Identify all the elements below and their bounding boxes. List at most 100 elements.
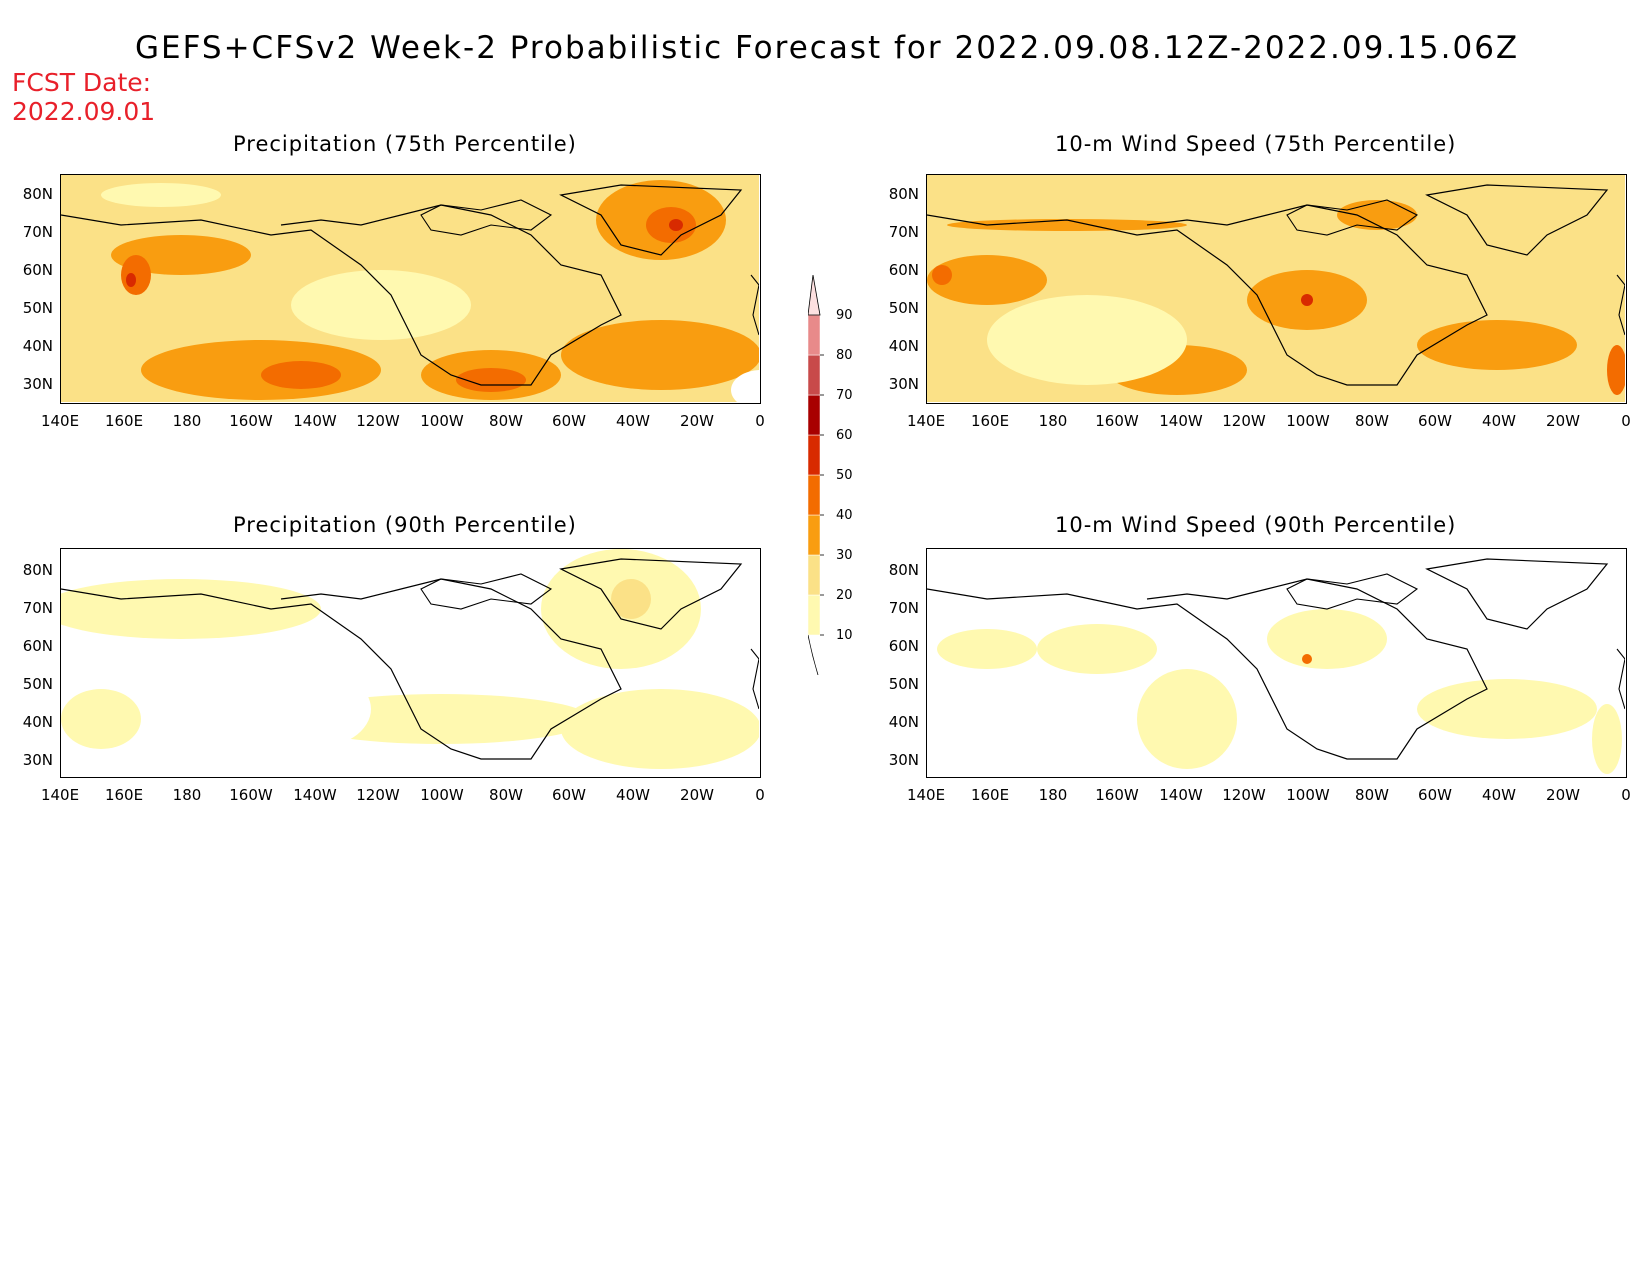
lon-tick: 20W	[1546, 786, 1580, 804]
lat-tick: 40N	[888, 713, 919, 731]
lat-tick: 50N	[888, 675, 919, 693]
lat-tick: 30N	[22, 751, 53, 769]
lon-tick: 180	[172, 412, 202, 430]
lon-tick: 20W	[680, 412, 714, 430]
main-title: GEFS+CFSv2 Week-2 Probabilistic Forecast…	[135, 30, 1520, 66]
lon-tick: 120W	[1222, 412, 1266, 430]
lat-tick: 70N	[22, 599, 53, 617]
lon-tick: 140E	[40, 412, 80, 430]
colorbar-bottom-arrow	[808, 634, 819, 675]
lon-tick: 100W	[1286, 786, 1330, 804]
lon-tick: 60W	[1418, 412, 1452, 430]
lat-tick: 30N	[22, 375, 53, 393]
lat-tick: 60N	[888, 261, 919, 279]
lat-tick: 60N	[22, 637, 53, 655]
lon-tick: 0	[755, 412, 765, 430]
lon-tick: 20W	[680, 786, 714, 804]
colorbar-label: 10	[836, 628, 853, 643]
colorbar-swatch	[808, 314, 821, 356]
lon-tick: 0	[755, 786, 765, 804]
lon-tick: 180	[1038, 786, 1068, 804]
lon-tick: 140W	[1159, 412, 1203, 430]
lon-tick: 180	[1038, 412, 1068, 430]
lon-tick: 80W	[1355, 412, 1389, 430]
panel-title-wind-90: 10-m Wind Speed (90th Percentile)	[1055, 513, 1457, 537]
colorbar-swatch	[808, 514, 821, 556]
map-wind-75	[926, 174, 1627, 404]
lon-tick: 160E	[970, 786, 1010, 804]
map-wind-90	[926, 548, 1627, 778]
lon-tick: 80W	[489, 412, 523, 430]
colorbar-label: 80	[836, 348, 853, 363]
lat-tick: 30N	[888, 375, 919, 393]
lon-tick: 80W	[489, 786, 523, 804]
colorbar-swatch	[808, 554, 821, 596]
lat-tick: 60N	[22, 261, 53, 279]
lon-tick: 120W	[1222, 786, 1266, 804]
lon-tick: 20W	[1546, 412, 1580, 430]
panel-title-precip-90: Precipitation (90th Percentile)	[233, 513, 577, 537]
forecast-date-label: FCST Date:	[12, 68, 152, 97]
lat-tick: 40N	[22, 337, 53, 355]
colorbar-label: 60	[836, 428, 853, 443]
lon-tick: 0	[1621, 786, 1631, 804]
lon-tick: 160W	[229, 786, 273, 804]
lat-tick: 70N	[888, 223, 919, 241]
lon-tick: 60W	[1418, 786, 1452, 804]
lon-tick: 100W	[420, 412, 464, 430]
lon-tick: 100W	[1286, 412, 1330, 430]
colorbar-swatch	[808, 394, 821, 436]
lat-tick: 80N	[888, 561, 919, 579]
lon-tick: 140W	[293, 412, 337, 430]
lon-tick: 160W	[1095, 412, 1139, 430]
lat-tick: 70N	[888, 599, 919, 617]
colorbar-label: 50	[836, 468, 853, 483]
panel-title-precip-75: Precipitation (75th Percentile)	[233, 132, 577, 156]
lat-tick: 40N	[888, 337, 919, 355]
lat-tick: 70N	[22, 223, 53, 241]
lat-tick: 60N	[888, 637, 919, 655]
colorbar-top-arrow	[808, 275, 821, 316]
lon-tick: 140E	[906, 786, 946, 804]
lon-tick: 160E	[104, 412, 144, 430]
lon-tick: 180	[172, 786, 202, 804]
colorbar-label: 90	[836, 308, 853, 323]
lat-tick: 50N	[22, 299, 53, 317]
lon-tick: 160W	[229, 412, 273, 430]
colorbar	[808, 275, 824, 675]
colorbar-swatch	[808, 434, 821, 476]
lon-tick: 40W	[616, 786, 650, 804]
panel-title-wind-75: 10-m Wind Speed (75th Percentile)	[1055, 132, 1457, 156]
map-precip-75	[60, 174, 761, 404]
lon-tick: 100W	[420, 786, 464, 804]
colorbar-swatch	[808, 354, 821, 396]
forecast-date-block: FCST Date: 2022.09.01	[12, 68, 155, 126]
lon-tick: 60W	[552, 786, 586, 804]
lon-tick: 40W	[1482, 412, 1516, 430]
lat-tick: 80N	[888, 185, 919, 203]
lon-tick: 160E	[104, 786, 144, 804]
lon-tick: 40W	[1482, 786, 1516, 804]
lat-tick: 80N	[22, 185, 53, 203]
colorbar-label: 30	[836, 548, 853, 563]
colorbar-label: 20	[836, 588, 853, 603]
lat-tick: 30N	[888, 751, 919, 769]
lat-tick: 40N	[22, 713, 53, 731]
lon-tick: 140W	[1159, 786, 1203, 804]
lat-tick: 50N	[22, 675, 53, 693]
lon-tick: 140W	[293, 786, 337, 804]
forecast-date-value: 2022.09.01	[12, 97, 156, 126]
colorbar-swatch	[808, 594, 821, 636]
colorbar-swatch	[808, 474, 821, 516]
lon-tick: 0	[1621, 412, 1631, 430]
lon-tick: 140E	[40, 786, 80, 804]
lon-tick: 120W	[356, 786, 400, 804]
lon-tick: 140E	[906, 412, 946, 430]
lon-tick: 120W	[356, 412, 400, 430]
colorbar-label: 40	[836, 508, 853, 523]
lon-tick: 80W	[1355, 786, 1389, 804]
lat-tick: 50N	[888, 299, 919, 317]
lat-tick: 80N	[22, 561, 53, 579]
lon-tick: 60W	[552, 412, 586, 430]
colorbar-label: 70	[836, 388, 853, 403]
